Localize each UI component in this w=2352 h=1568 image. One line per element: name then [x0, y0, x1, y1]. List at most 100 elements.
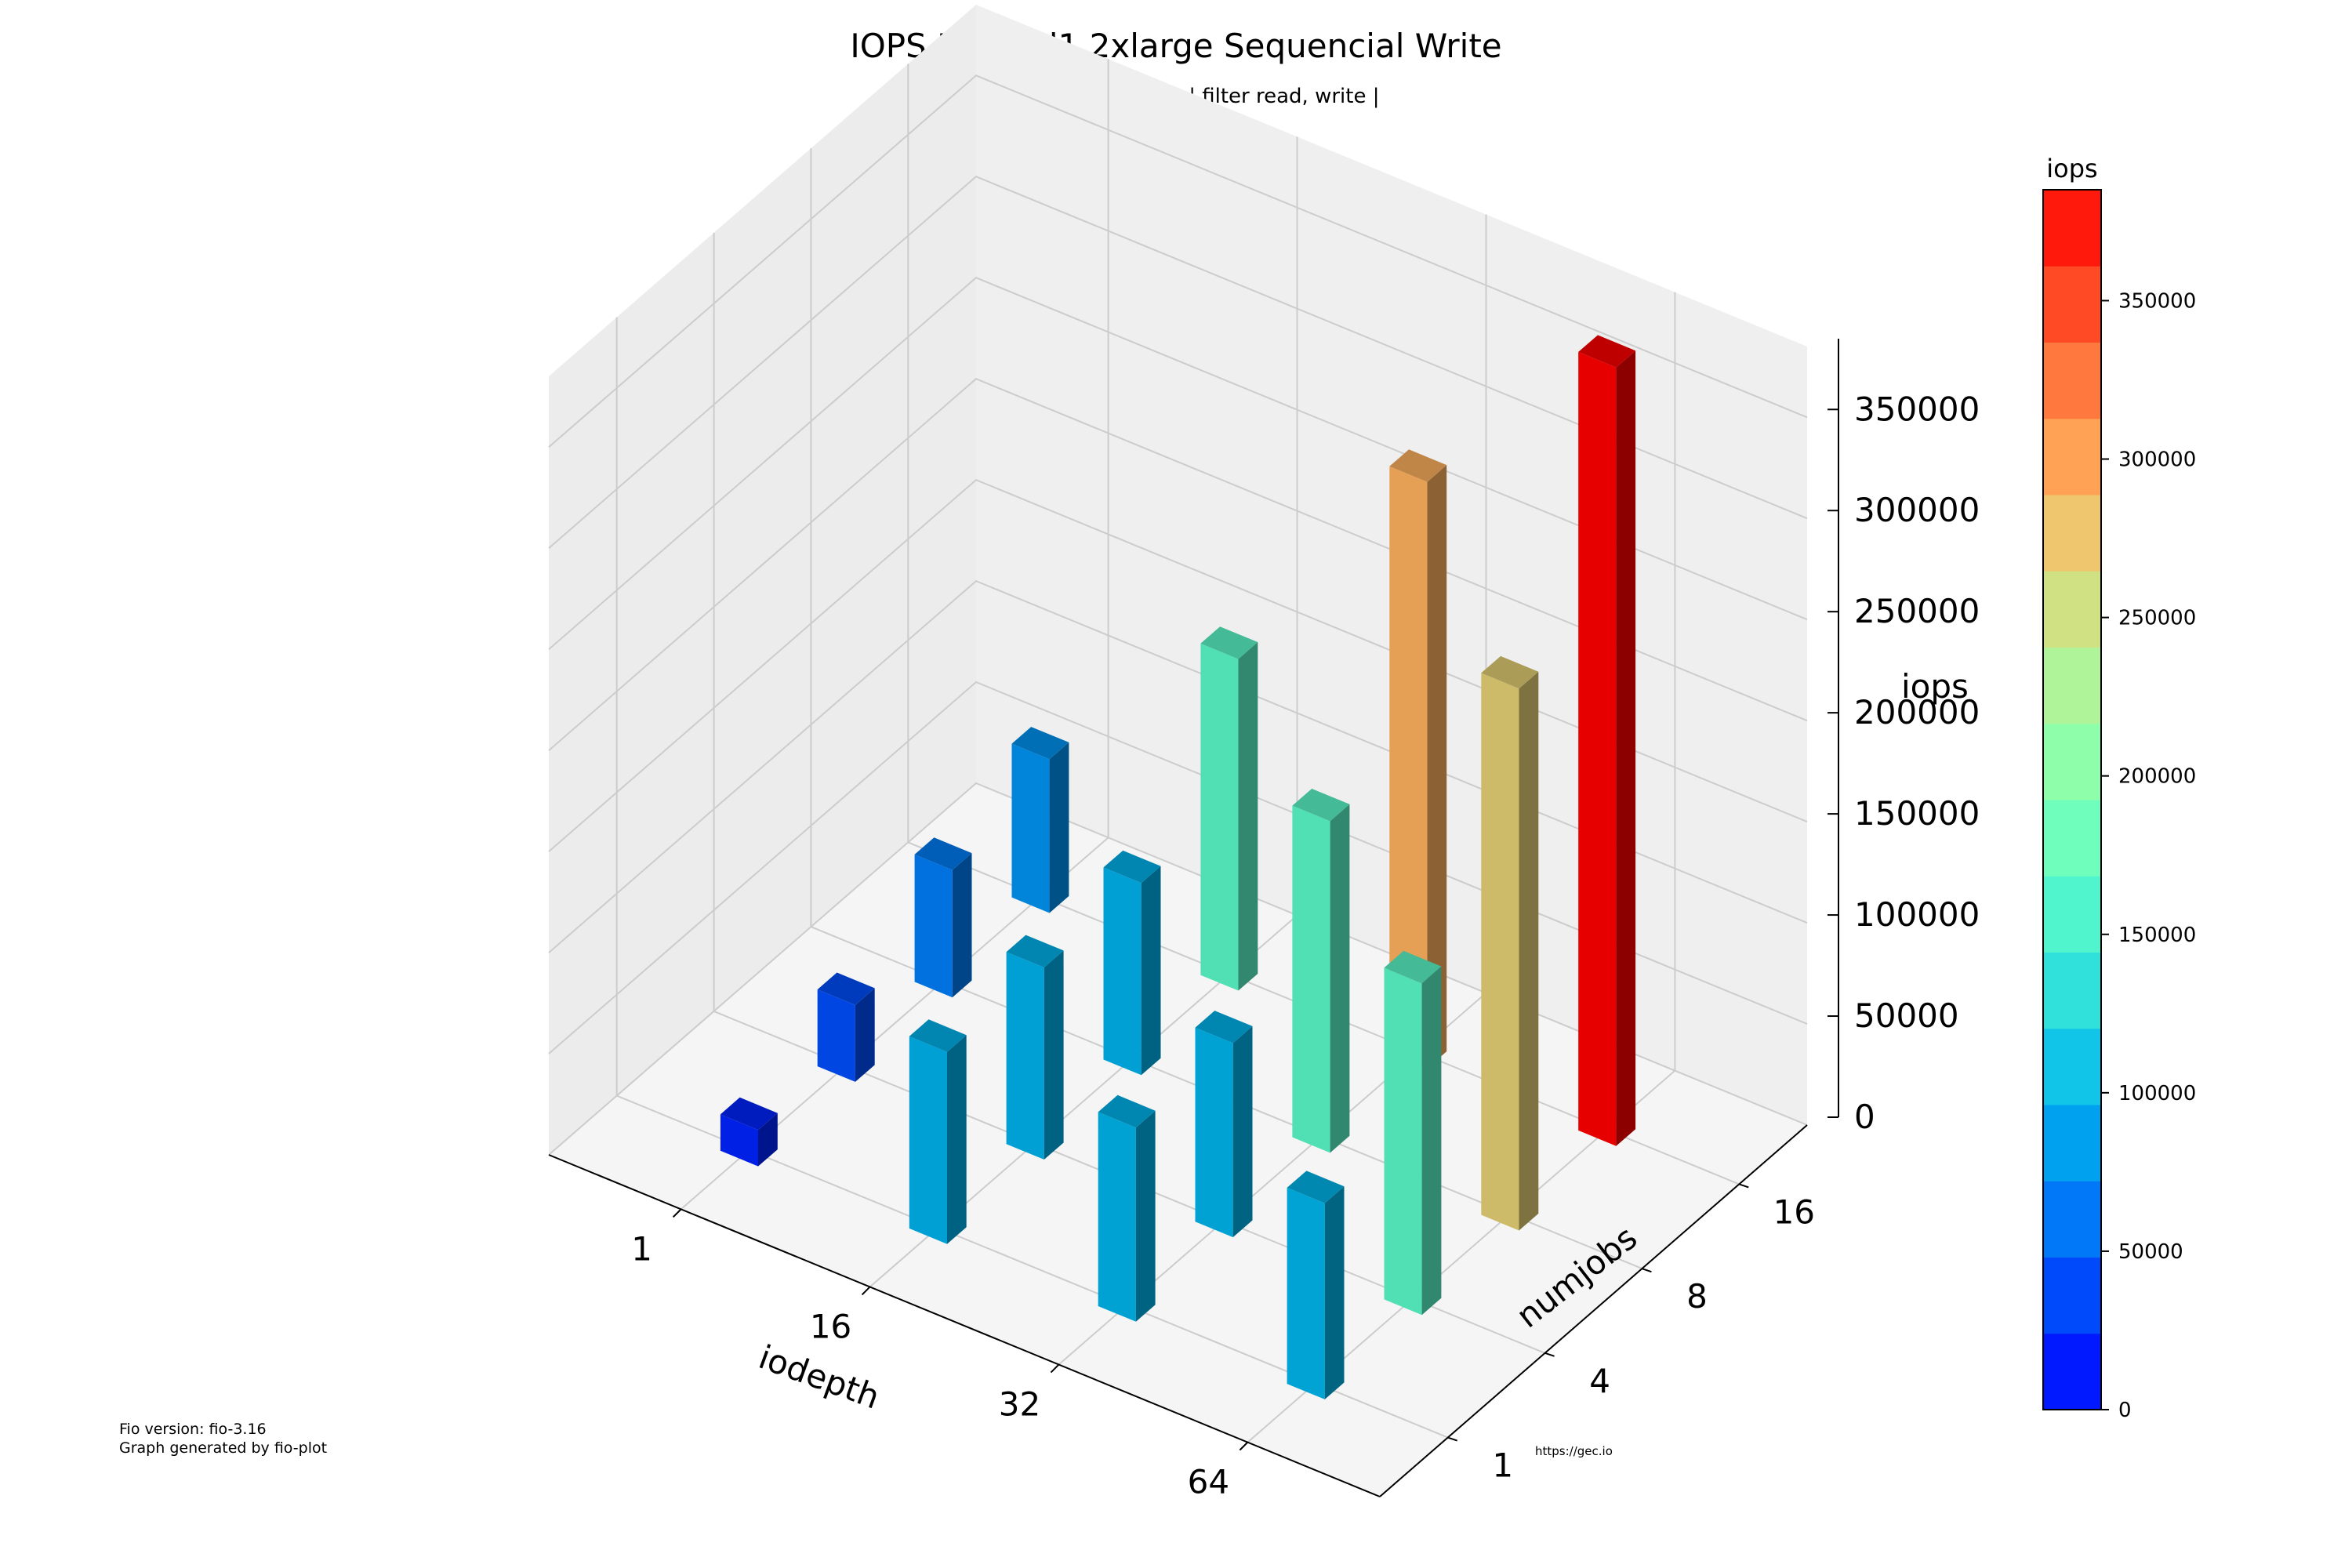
y-tick-label: 1 [1492, 1446, 1513, 1485]
bar-top-face [914, 837, 972, 870]
side-pane [549, 5, 976, 1155]
bar-iodepth-16-numjobs-1 [909, 1019, 967, 1244]
bar-front-face [1384, 967, 1422, 1316]
colorbar-band [2043, 647, 2101, 724]
bar-front-face [909, 1036, 947, 1244]
bar-iodepth-64-numjobs-4 [1384, 950, 1442, 1316]
bar-iodepth-32-numjobs-1 [1098, 1094, 1156, 1322]
bar-iodepth-1-numjobs-16 [1011, 727, 1069, 913]
x-gridline [1247, 292, 1676, 1443]
x-axis-label: iodepth [754, 1338, 885, 1417]
colorbar-band [2043, 495, 2101, 572]
bar-top-face [909, 1019, 967, 1052]
credit-link[interactable]: https://gec.io [1535, 1444, 1613, 1458]
bar-iodepth-32-numjobs-8 [1292, 789, 1350, 1153]
bar-top-face [1011, 727, 1069, 760]
bar-top-face [1287, 1171, 1345, 1203]
y-tick-label: 4 [1589, 1362, 1610, 1400]
x-tick [1239, 1441, 1249, 1451]
colorbar-tick-label: 250000 [2118, 607, 2196, 630]
bar-top-face [1195, 1011, 1253, 1044]
bar-front-face [1578, 351, 1617, 1146]
bar-side-face [1049, 742, 1069, 913]
y-tick-label: 8 [1686, 1277, 1708, 1316]
colorbar-tick-label: 300000 [2118, 448, 2196, 472]
bar-side-face [1616, 350, 1636, 1146]
colorbar-band [2043, 190, 2101, 267]
bar-side-face [1232, 1025, 1253, 1238]
bar-side-face [1044, 950, 1064, 1160]
z-tick-label: 0 [1854, 1098, 1875, 1136]
bar-side-face [1141, 866, 1161, 1076]
z-tick-label: 300000 [1854, 491, 1980, 529]
z-axis-label: iops [1901, 667, 1969, 706]
bar-front-face [1006, 952, 1044, 1160]
x-tick [672, 1208, 682, 1218]
bar-side-face [855, 988, 875, 1082]
colorbar-band [2043, 418, 2101, 495]
y-tick [1738, 1183, 1749, 1189]
colorbar-band [2043, 800, 2101, 877]
colorbar-band [2043, 342, 2101, 419]
colorbar-tick-label: 50000 [2118, 1240, 2183, 1264]
colorbar-band [2043, 1105, 2101, 1181]
y-tick [1642, 1268, 1652, 1273]
bar-iodepth-1-numjobs-1 [720, 1097, 778, 1167]
bar-iodepth-64-numjobs-8 [1481, 655, 1539, 1231]
bar-top-face [1384, 950, 1442, 984]
bar-front-face [1481, 673, 1519, 1231]
colorbar-band [2043, 571, 2101, 648]
bar-side-face [1238, 642, 1258, 991]
z-gridline [548, 378, 1808, 751]
bar-side-face [1135, 1110, 1156, 1322]
colorbar-band [2043, 876, 2101, 953]
bar-side-face [1421, 966, 1442, 1316]
colorbar-tick-label: 0 [2118, 1399, 2132, 1422]
bar-side-face [1427, 465, 1447, 1069]
bar-iodepth-1-numjobs-8 [914, 837, 972, 998]
bar-front-face [1195, 1027, 1233, 1238]
bar-front-face [1292, 805, 1330, 1153]
z-gridline [548, 277, 1808, 650]
x-tick-label: 1 [631, 1229, 652, 1268]
colorbar-band [2043, 1333, 2101, 1410]
x-tick [861, 1286, 871, 1296]
x-gridline [680, 59, 1109, 1210]
bar-iodepth-16-numjobs-16 [1200, 626, 1258, 991]
z-tick-label: 350000 [1854, 390, 1980, 428]
bar-top-face [1292, 789, 1350, 822]
bar-front-face [817, 989, 855, 1082]
colorbar-band [2043, 1028, 2101, 1105]
bar-top-face [1481, 655, 1539, 689]
colorbar-band [2043, 1257, 2101, 1334]
bar-side-face [952, 853, 972, 998]
bar-side-face [1330, 804, 1350, 1153]
x-axis-line [548, 1154, 1381, 1497]
z-gridline [548, 176, 1808, 549]
colorbar-band [2043, 1181, 2101, 1258]
y-axis-line [1379, 1124, 1808, 1497]
z-gridline [548, 74, 1808, 448]
bar-front-face [1389, 466, 1428, 1069]
bar-iodepth-1-numjobs-4 [817, 972, 875, 1082]
y-gridline [713, 232, 1545, 1354]
floor-pane [549, 783, 1807, 1497]
bars-layer [720, 335, 1636, 1399]
x-tick-label: 16 [810, 1307, 851, 1345]
z-tick-label: 200000 [1854, 693, 1980, 731]
footer-version: Fio version: fio-3.16 [119, 1421, 267, 1438]
bar-top-face [720, 1097, 778, 1131]
bar-front-face [720, 1114, 758, 1167]
y-gridline [810, 148, 1642, 1270]
bar-side-face [758, 1112, 778, 1167]
colorbar-band [2043, 723, 2101, 800]
y-tick [1544, 1352, 1555, 1357]
bar-iodepth-16-numjobs-8 [1103, 850, 1161, 1076]
x-tick [1050, 1363, 1060, 1374]
colorbar-band [2043, 952, 2101, 1029]
z-tick-label: 250000 [1854, 592, 1980, 630]
bar-iodepth-16-numjobs-4 [1006, 935, 1064, 1160]
z-tick-label: 50000 [1854, 996, 1959, 1035]
bar-iodepth-32-numjobs-16 [1389, 449, 1447, 1069]
